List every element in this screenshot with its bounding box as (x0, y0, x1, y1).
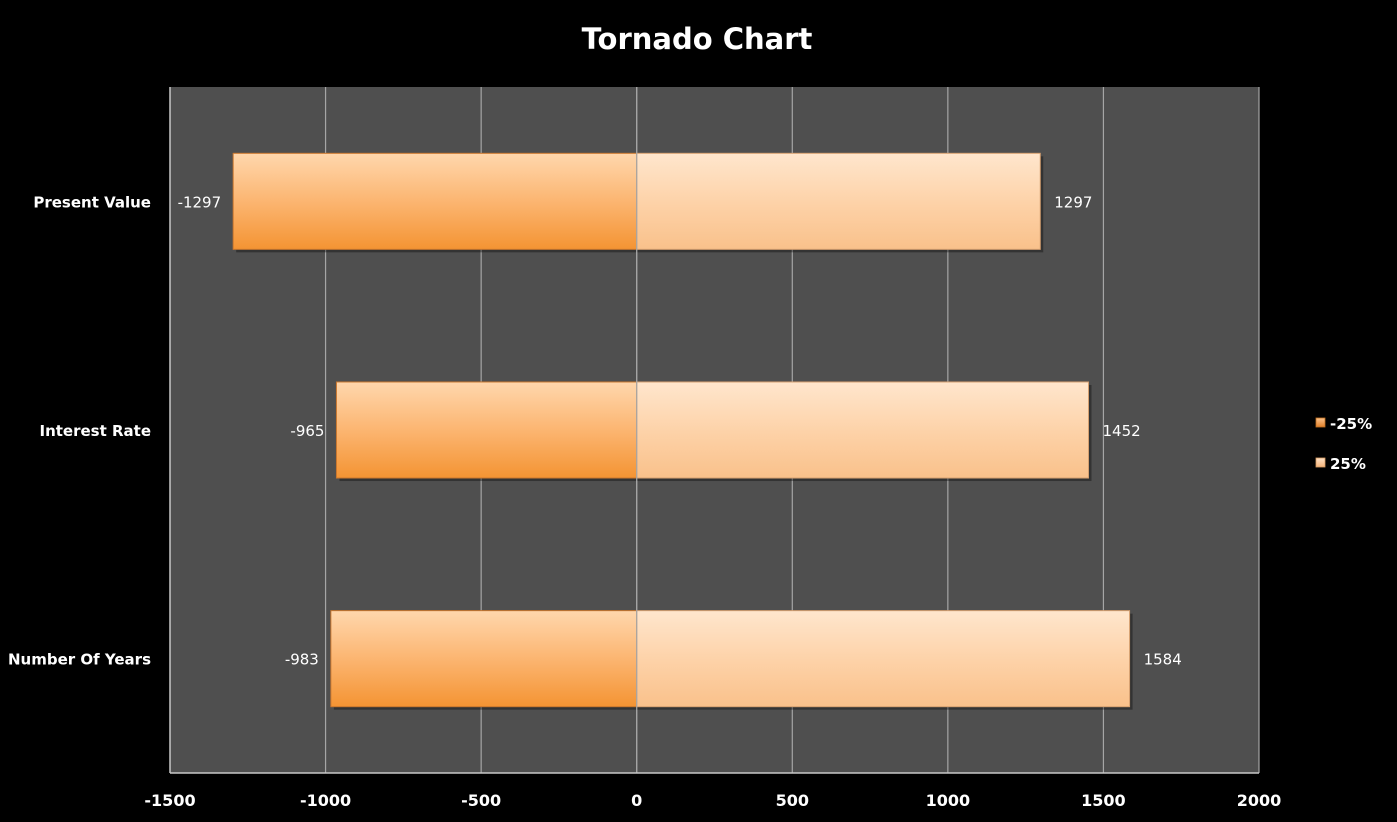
bar-number-of-years-neg (330, 610, 638, 708)
legend-label-pos: 25% (1330, 455, 1366, 473)
data-label-present-value-pos: 1297 (1054, 193, 1092, 211)
x-tick-label: -1500 (144, 791, 195, 810)
data-labels: -1297 1297 -965 1452 -983 1584 (178, 193, 1182, 668)
x-tick-label: -500 (461, 791, 501, 810)
data-label-present-value-neg: -1297 (178, 193, 222, 211)
bar-number-of-years-pos (636, 610, 1131, 708)
category-label-interest-rate: Interest Rate (39, 422, 151, 440)
x-tick-label: -1000 (300, 791, 351, 810)
data-label-interest-rate-pos: 1452 (1102, 422, 1140, 440)
x-tick-label: 1500 (1081, 791, 1126, 810)
bar-present-value-neg (232, 152, 638, 250)
x-tick-label: 500 (776, 791, 809, 810)
x-tick-label: 1000 (926, 791, 971, 810)
data-label-number-of-years-pos: 1584 (1144, 651, 1182, 669)
bar-interest-rate-pos (636, 381, 1089, 479)
legend-swatch-pos (1315, 457, 1326, 468)
category-label-present-value: Present Value (33, 193, 151, 211)
bars (232, 87, 1133, 773)
chart-title: Tornado Chart (582, 22, 813, 56)
bar-present-value-pos (636, 152, 1041, 250)
data-label-number-of-years-neg: -983 (285, 651, 319, 669)
bar-interest-rate-neg (335, 381, 638, 479)
data-label-interest-rate-neg: -965 (290, 422, 324, 440)
legend-swatch-neg (1315, 417, 1326, 428)
legend-label-neg: -25% (1330, 415, 1372, 433)
category-label-number-of-years: Number Of Years (8, 651, 151, 669)
legend-item-pos: 25% (1315, 455, 1366, 473)
x-tick-label: 2000 (1237, 791, 1282, 810)
category-labels: Present Value Interest Rate Number Of Year… (8, 193, 151, 668)
legend-item-neg: -25% (1315, 415, 1372, 433)
legend: -25% 25% (1315, 415, 1372, 473)
x-tick-labels: -1500 -1000 -500 0 500 1000 1500 2000 (144, 791, 1281, 810)
x-tick-label: 0 (631, 791, 642, 810)
